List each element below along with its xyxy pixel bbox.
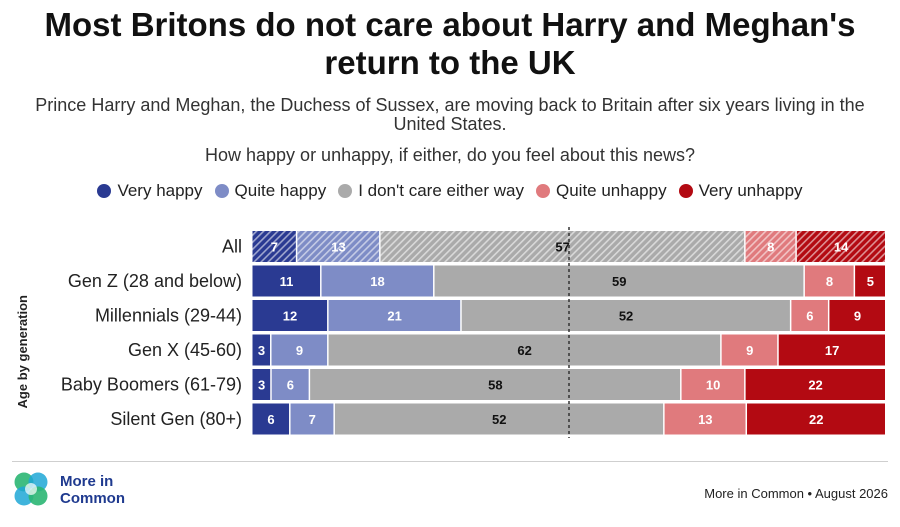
bar-hatch-overlay — [380, 231, 745, 262]
data-label: 11 — [280, 274, 294, 289]
data-label: 62 — [517, 343, 531, 358]
data-label: 17 — [825, 343, 839, 358]
more-in-common-logo-icon — [14, 472, 48, 506]
stacked-bar-chart: All 7 13 57 8 14 Gen Z (28 and below) 11 18 59 8 5 M… — [15, 227, 885, 438]
y-axis-title: Age by generation — [15, 295, 30, 408]
bar-segment — [252, 300, 328, 331]
legend-label: Quite unhappy — [555, 181, 667, 200]
data-label: 14 — [834, 240, 849, 255]
data-label: 8 — [767, 240, 774, 255]
data-label: 52 — [492, 412, 506, 427]
category-label: All — [222, 237, 242, 257]
bar-hatch-overlay — [297, 231, 380, 262]
chart-subtitle: Prince Harry and Meghan, the Duchess of … — [35, 95, 865, 134]
legend-item-0: Very happy — [97, 181, 203, 201]
category-label: Silent Gen (80+) — [110, 409, 242, 429]
legend-label: Quite happy — [234, 181, 327, 200]
data-label: 18 — [370, 274, 384, 289]
data-label: 7 — [309, 412, 316, 427]
data-label: 22 — [809, 412, 823, 427]
legend-swatch-icon — [535, 184, 550, 198]
bar-segment — [252, 334, 271, 366]
data-label: 5 — [867, 274, 874, 289]
logo-text: More in Common — [60, 473, 170, 507]
bar-segment — [804, 265, 854, 297]
legend-swatch-icon — [678, 184, 693, 198]
data-label: 13 — [331, 240, 345, 255]
data-label: 3 — [258, 343, 265, 358]
category-label: Gen Z (28 and below) — [68, 271, 242, 291]
logo-line-2: Common — [60, 490, 125, 507]
legend-item-2: I don't care either way — [338, 181, 524, 201]
data-label: 21 — [387, 309, 401, 324]
chart-title: Most Britons do not care about Harry and… — [44, 6, 856, 81]
data-label: 52 — [619, 309, 633, 324]
legend-swatch-icon — [97, 184, 112, 198]
data-label: 7 — [271, 240, 278, 255]
bar-hatch-overlay — [252, 231, 296, 262]
bar-segment — [271, 334, 328, 366]
bar-segment — [334, 403, 664, 435]
data-label: 9 — [854, 309, 861, 324]
data-label: 8 — [826, 274, 833, 289]
bar-segment — [461, 300, 790, 331]
bar-segment — [791, 300, 828, 331]
legend-item-4: Very unhappy — [678, 181, 803, 201]
bar-segment — [829, 300, 885, 331]
bar-segment — [664, 403, 746, 435]
legend-label: Very unhappy — [698, 181, 803, 200]
bar-segment — [745, 369, 885, 400]
legend: Very happy Quite happy I don't care either… — [0, 181, 900, 201]
bar-segment — [252, 369, 271, 400]
data-label: 6 — [267, 412, 274, 427]
data-label: 58 — [488, 378, 502, 393]
data-label: 13 — [698, 412, 712, 427]
logo-line-1: More in — [60, 473, 114, 490]
bar-segment — [310, 369, 681, 400]
category-label: Gen X (45-60) — [128, 340, 242, 360]
bar-segment — [321, 265, 434, 297]
data-label: 3 — [258, 378, 265, 393]
bar-segment — [855, 265, 885, 297]
bar-segment — [252, 265, 321, 297]
bar-segment — [434, 265, 804, 297]
bar-segment — [328, 334, 721, 366]
data-label: 22 — [808, 378, 822, 393]
data-label: 12 — [283, 309, 297, 324]
bar-segment — [747, 403, 885, 435]
survey-question: How happy or unhappy, if either, do you … — [205, 145, 695, 165]
data-label: 9 — [746, 343, 753, 358]
bar-hatch-overlay — [745, 231, 796, 262]
legend-item-3: Quite unhappy — [535, 181, 667, 201]
data-label: 57 — [555, 240, 569, 255]
data-label: 9 — [296, 343, 303, 358]
bar-segment — [328, 300, 461, 331]
bar-segment — [721, 334, 778, 366]
bar-segment — [271, 369, 309, 400]
bar-segment — [681, 369, 745, 400]
legend-swatch-icon — [214, 184, 229, 198]
legend-label: I don't care either way — [358, 181, 524, 200]
category-label: Baby Boomers (61-79) — [61, 375, 242, 395]
source-note: More in Common • August 2026 — [704, 486, 888, 501]
data-label: 10 — [706, 378, 720, 393]
footer-divider — [12, 461, 888, 462]
legend-item-1: Quite happy — [214, 181, 327, 201]
legend-label: Very happy — [117, 181, 203, 200]
data-label: 59 — [612, 274, 626, 289]
legend-swatch-icon — [338, 184, 353, 198]
bar-segment — [252, 403, 290, 435]
data-label: 6 — [806, 309, 813, 324]
bar-hatch-overlay — [796, 231, 885, 262]
bar-segment — [290, 403, 334, 435]
category-label: Millennials (29-44) — [95, 306, 242, 326]
bar-segment — [778, 334, 885, 366]
data-label: 6 — [287, 378, 294, 393]
